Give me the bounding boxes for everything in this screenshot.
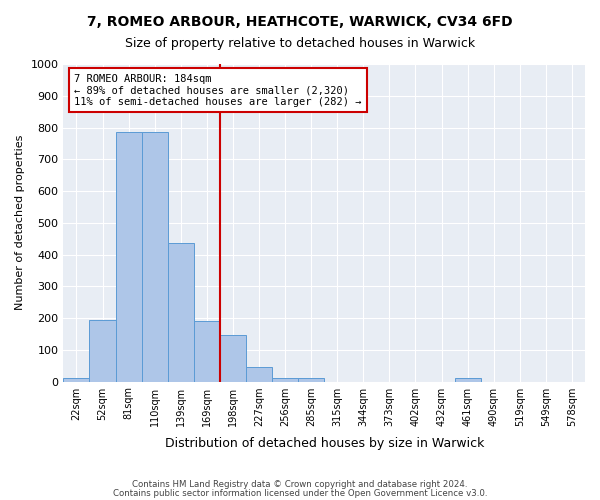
Text: Contains public sector information licensed under the Open Government Licence v3: Contains public sector information licen…: [113, 488, 487, 498]
Text: Size of property relative to detached houses in Warwick: Size of property relative to detached ho…: [125, 38, 475, 51]
Bar: [64, 378, 89, 382]
Text: 7 ROMEO ARBOUR: 184sqm
← 89% of detached houses are smaller (2,320)
11% of semi-: 7 ROMEO ARBOUR: 184sqm ← 89% of detached…: [74, 74, 361, 106]
Bar: [89, 320, 116, 382]
Bar: [194, 321, 220, 382]
Bar: [455, 378, 481, 382]
Bar: [142, 132, 168, 382]
Text: Contains HM Land Registry data © Crown copyright and database right 2024.: Contains HM Land Registry data © Crown c…: [132, 480, 468, 489]
Bar: [116, 132, 142, 382]
Y-axis label: Number of detached properties: Number of detached properties: [15, 135, 25, 310]
Bar: [298, 378, 324, 382]
Text: 7, ROMEO ARBOUR, HEATHCOTE, WARWICK, CV34 6FD: 7, ROMEO ARBOUR, HEATHCOTE, WARWICK, CV3…: [87, 15, 513, 29]
Bar: [168, 244, 194, 382]
X-axis label: Distribution of detached houses by size in Warwick: Distribution of detached houses by size …: [164, 437, 484, 450]
Bar: [246, 367, 272, 382]
Bar: [272, 378, 298, 382]
Bar: [220, 336, 246, 382]
